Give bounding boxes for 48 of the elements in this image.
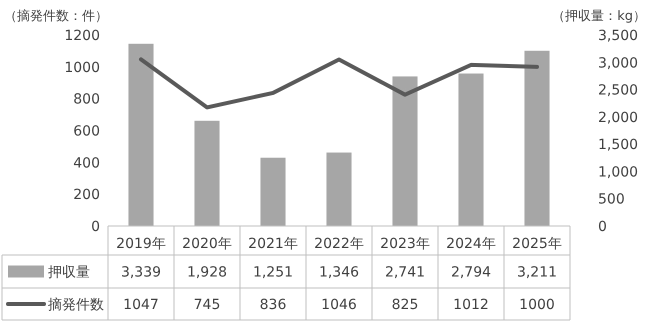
y2-tick-label: 1,000 [598, 164, 638, 180]
y2-tick-label: 0 [598, 219, 607, 235]
legend-label: 押収量 [48, 264, 90, 280]
bar [326, 152, 352, 226]
y-tick-label: 400 [73, 155, 100, 172]
y-tick-label: 600 [73, 124, 100, 140]
y-tick-label: 1000 [64, 60, 100, 76]
x-tick-label: 2024年 [446, 236, 496, 252]
x-tick-label: 2019年 [116, 236, 166, 252]
y-axis-title: （摘発件数：件） [4, 9, 108, 24]
data-label: 3,211 [516, 264, 558, 280]
data-label: 1,251 [252, 264, 294, 280]
data-label: 1047 [123, 297, 159, 313]
x-tick-label: 2025年 [512, 236, 562, 252]
y-tick-label: 0 [91, 219, 100, 235]
y-tick-label: 800 [73, 92, 100, 108]
data-label: 1012 [453, 297, 489, 313]
bar [128, 44, 154, 226]
y2-tick-label: 2,500 [598, 82, 638, 99]
data-label: 1,346 [318, 264, 360, 280]
y2-axis-title: （押収量：kg） [552, 9, 646, 24]
data-label: 825 [392, 297, 418, 313]
x-tick-label: 2021年 [248, 236, 298, 252]
data-label: 836 [260, 297, 286, 313]
data-label: 1046 [321, 297, 357, 313]
y2-tick-label: 500 [598, 192, 625, 208]
bar [194, 120, 220, 226]
data-label: 745 [194, 297, 220, 313]
data-label: 1,928 [186, 264, 228, 280]
legend-label: 摘発件数 [48, 297, 104, 313]
x-tick-label: 2022年 [314, 236, 364, 252]
y2-tick-label: 3,500 [598, 28, 638, 44]
y-tick-label: 1200 [64, 28, 100, 44]
x-tick-label: 2023年 [380, 236, 430, 252]
y2-tick-label: 3,000 [598, 55, 638, 72]
bar [392, 76, 418, 226]
data-label: 2,741 [384, 264, 426, 280]
data-label: 3,339 [120, 264, 162, 280]
bar [458, 74, 484, 226]
x-tick-label: 2020年 [182, 236, 232, 252]
data-label: 2,794 [450, 264, 492, 280]
data-label: 1000 [519, 297, 555, 313]
line-series [139, 57, 539, 110]
bar [260, 158, 286, 226]
y-tick-label: 200 [73, 187, 100, 204]
y2-tick-label: 1,500 [598, 137, 638, 154]
y2-tick-label: 2,000 [598, 110, 638, 126]
bar [524, 50, 550, 226]
